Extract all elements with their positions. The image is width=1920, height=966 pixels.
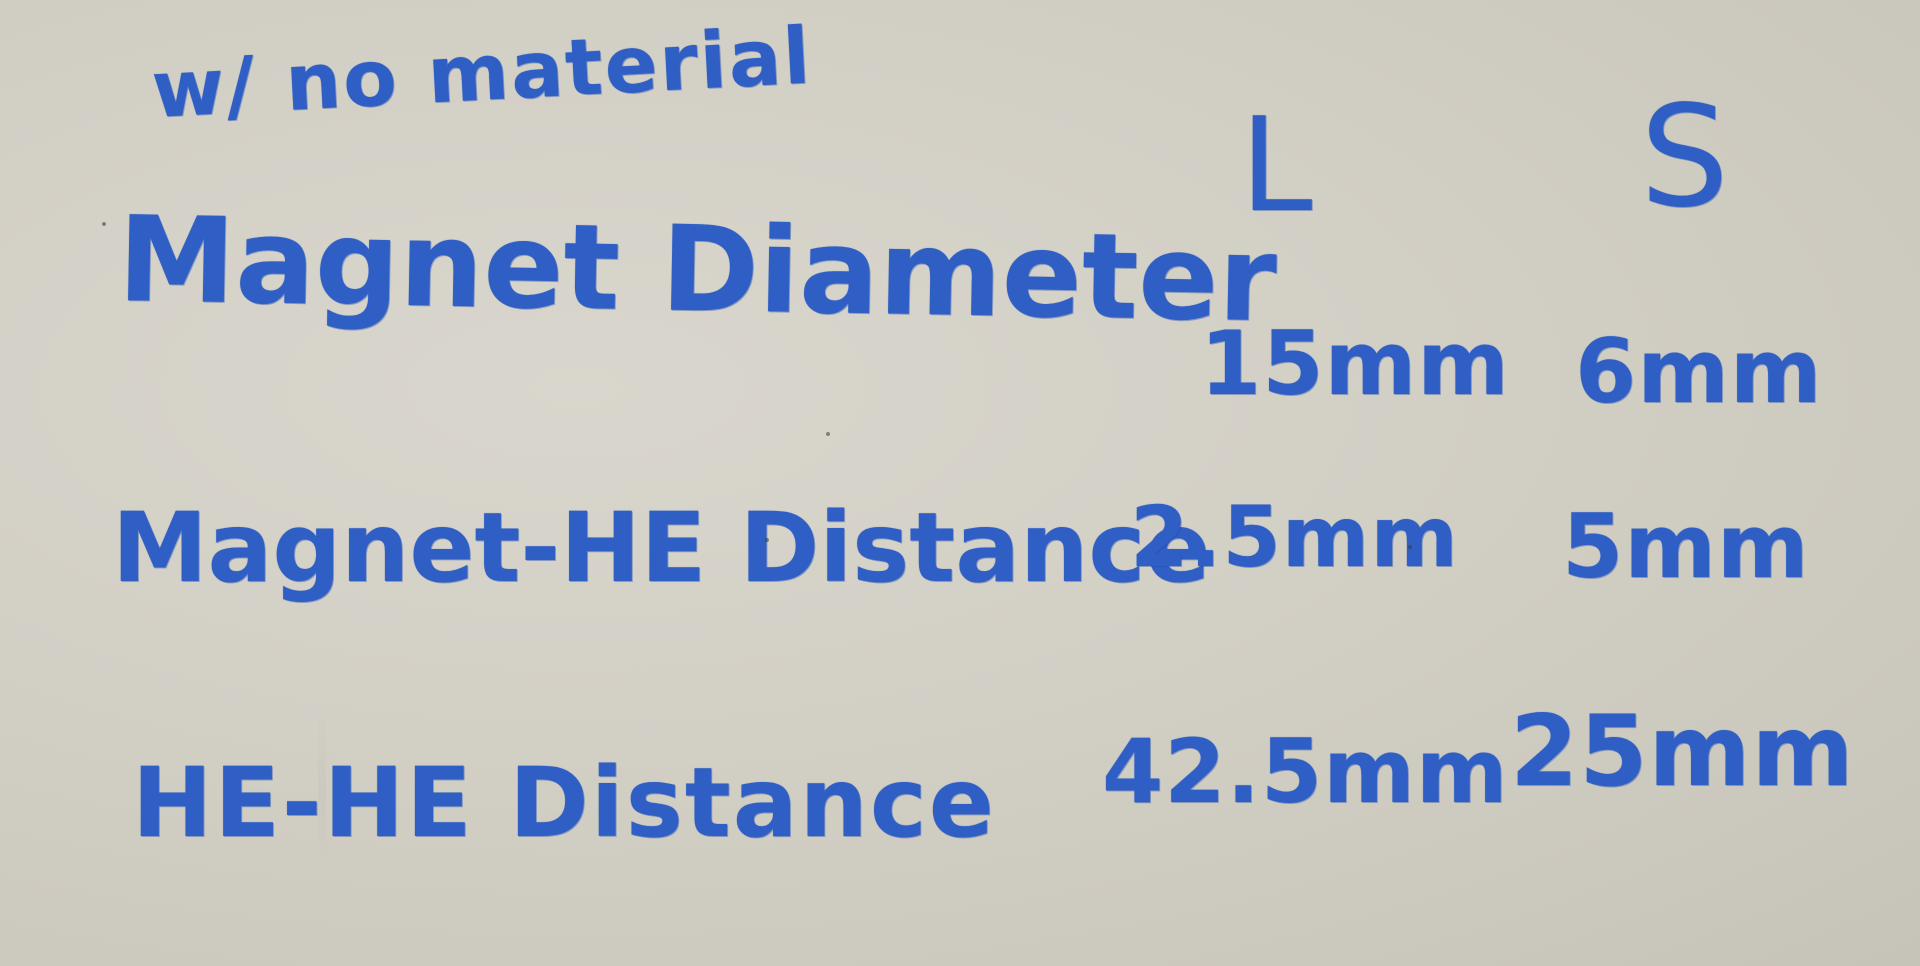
board-smudge [318, 720, 326, 870]
board-speck [102, 222, 106, 226]
value-magnet-diameter-large: 15mm [1200, 312, 1510, 415]
row-label-magnet-he-distance: Magnet-HE Distance [112, 492, 1211, 604]
row-label-magnet-diameter: Magnet Diameter [116, 190, 1278, 349]
value-magnet-he-distance-small: 5mm [1562, 495, 1810, 598]
column-header-small: S [1640, 76, 1730, 239]
value-he-he-distance-large: 42.5mm [1102, 720, 1509, 823]
board-speck [765, 538, 769, 542]
column-header-large: L [1240, 89, 1314, 241]
row-label-he-he-distance: HE-HE Distance [132, 747, 996, 859]
note-no-material: w/ no material [149, 11, 815, 136]
board-speck [1408, 545, 1412, 549]
value-magnet-diameter-small: 6mm [1575, 320, 1823, 423]
board-speck [826, 432, 830, 436]
value-he-he-distance-small: 25mm [1510, 695, 1855, 809]
value-magnet-he-distance-large: 2.5mm [1130, 488, 1459, 586]
